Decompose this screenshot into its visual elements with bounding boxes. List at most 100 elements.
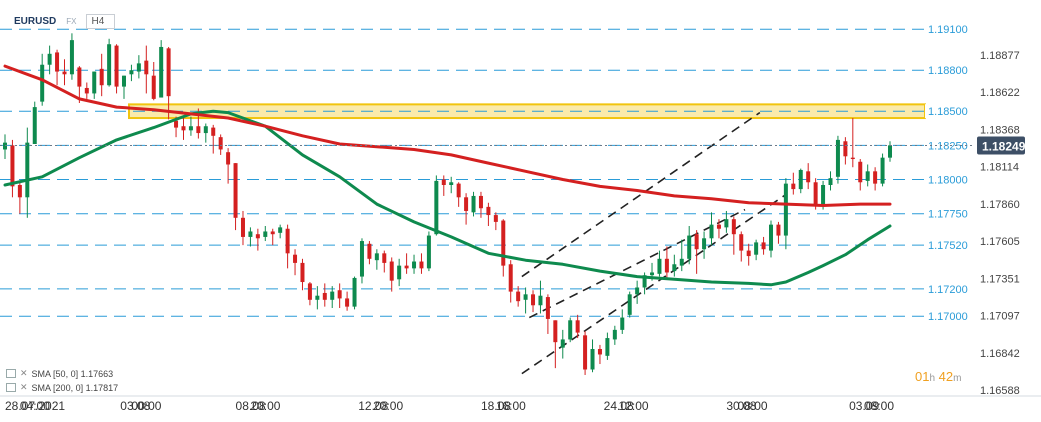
x-tick-label: 08:00 bbox=[738, 399, 768, 413]
candle bbox=[99, 68, 104, 86]
candle bbox=[523, 294, 528, 300]
channel-line-upper bbox=[521, 111, 761, 278]
candle bbox=[583, 335, 588, 370]
candle bbox=[657, 258, 662, 274]
countdown-minutes-unit: m bbox=[953, 373, 962, 384]
candle bbox=[352, 277, 357, 307]
candle bbox=[687, 235, 692, 259]
level-label-bg bbox=[925, 22, 973, 37]
y-tick-label: 1.17605 bbox=[980, 236, 1020, 248]
level-label: 1.19100 bbox=[928, 24, 968, 36]
candle bbox=[531, 294, 536, 306]
countdown-hours-unit: h bbox=[929, 373, 936, 384]
countdown-minutes: 42 bbox=[938, 369, 954, 384]
candle bbox=[412, 261, 417, 269]
countdown-hours: 01 bbox=[915, 369, 930, 384]
level-label: 1.18500 bbox=[928, 106, 968, 118]
sma200-label: SMA [200, 0] 1.17817 bbox=[31, 382, 119, 393]
candle bbox=[694, 234, 699, 250]
y-tick-label: 1.18877 bbox=[980, 50, 1020, 62]
candle bbox=[769, 224, 774, 251]
candle bbox=[664, 258, 669, 273]
candle bbox=[516, 291, 521, 302]
x-tick-label: 12:00 bbox=[619, 399, 649, 413]
channel-line-lower bbox=[521, 193, 787, 375]
close-icon[interactable]: ✕ bbox=[20, 382, 28, 392]
candle bbox=[211, 127, 216, 136]
candle bbox=[702, 238, 707, 250]
candle bbox=[3, 142, 7, 150]
indicator-settings-icon[interactable] bbox=[6, 383, 16, 392]
candle bbox=[174, 120, 179, 128]
x-tick-label: 28.07.2021 bbox=[5, 399, 65, 413]
candle bbox=[196, 126, 201, 134]
x-tick-label: 00:00 bbox=[131, 399, 161, 413]
candle bbox=[605, 338, 610, 356]
candle bbox=[121, 75, 126, 87]
candle bbox=[315, 295, 320, 300]
candle bbox=[635, 287, 640, 295]
candle bbox=[255, 234, 260, 239]
x-tick-label: 20:00 bbox=[250, 399, 280, 413]
sma50-label: SMA [50, 0] 1.17663 bbox=[31, 368, 114, 379]
y-tick-label: 1.18114 bbox=[980, 162, 1019, 174]
level-label-bg bbox=[925, 238, 973, 253]
candle bbox=[367, 243, 372, 259]
candle bbox=[136, 63, 141, 72]
candle bbox=[382, 253, 387, 263]
candle bbox=[806, 171, 811, 183]
candle bbox=[724, 219, 729, 228]
candle bbox=[144, 60, 149, 75]
candle bbox=[612, 329, 617, 340]
x-tick-label: 24.08 bbox=[604, 399, 634, 413]
candle bbox=[114, 45, 119, 87]
candle bbox=[77, 67, 82, 87]
candle bbox=[478, 195, 483, 209]
candle bbox=[55, 52, 60, 72]
sma-line-200 bbox=[3, 64, 892, 207]
candle bbox=[501, 220, 506, 266]
candle bbox=[880, 157, 885, 184]
candle bbox=[293, 254, 298, 263]
candle bbox=[159, 46, 164, 98]
candle bbox=[538, 295, 543, 306]
candle bbox=[493, 215, 498, 222]
candle bbox=[203, 126, 208, 134]
level-label-bg bbox=[925, 138, 973, 153]
x-tick-label: 20:00 bbox=[373, 399, 403, 413]
candle bbox=[508, 264, 513, 292]
candle bbox=[642, 275, 647, 288]
candle bbox=[754, 242, 759, 255]
timeframe-selector[interactable]: H4 bbox=[86, 14, 116, 29]
candle bbox=[248, 231, 253, 237]
y-tick-label: 1.17097 bbox=[980, 311, 1020, 323]
candle bbox=[69, 40, 74, 75]
candle bbox=[233, 163, 238, 218]
candle bbox=[746, 250, 751, 257]
channel-line-middle bbox=[528, 208, 746, 319]
level-label-bg bbox=[925, 309, 973, 324]
level-label-bg bbox=[925, 172, 973, 187]
candle bbox=[761, 242, 766, 250]
current-price-tag bbox=[977, 136, 1025, 155]
x-tick-label: 08.08 bbox=[236, 399, 266, 413]
candle bbox=[739, 234, 744, 251]
symbol-label: EURUSD bbox=[14, 16, 57, 27]
candle bbox=[25, 142, 30, 198]
candle bbox=[181, 126, 186, 131]
candle bbox=[650, 272, 655, 276]
level-label: 1.17750 bbox=[928, 209, 968, 221]
candle bbox=[835, 139, 840, 177]
sma200-legend: ✕ SMA [200, 0] 1.17817 bbox=[6, 382, 118, 393]
candle bbox=[359, 241, 364, 277]
candle bbox=[456, 183, 461, 198]
candle bbox=[107, 44, 112, 86]
indicator-settings-icon[interactable] bbox=[6, 369, 16, 378]
candle bbox=[322, 292, 327, 300]
candle bbox=[791, 183, 796, 190]
candle bbox=[404, 265, 409, 269]
close-icon[interactable]: ✕ bbox=[20, 368, 28, 378]
candle bbox=[10, 145, 15, 187]
